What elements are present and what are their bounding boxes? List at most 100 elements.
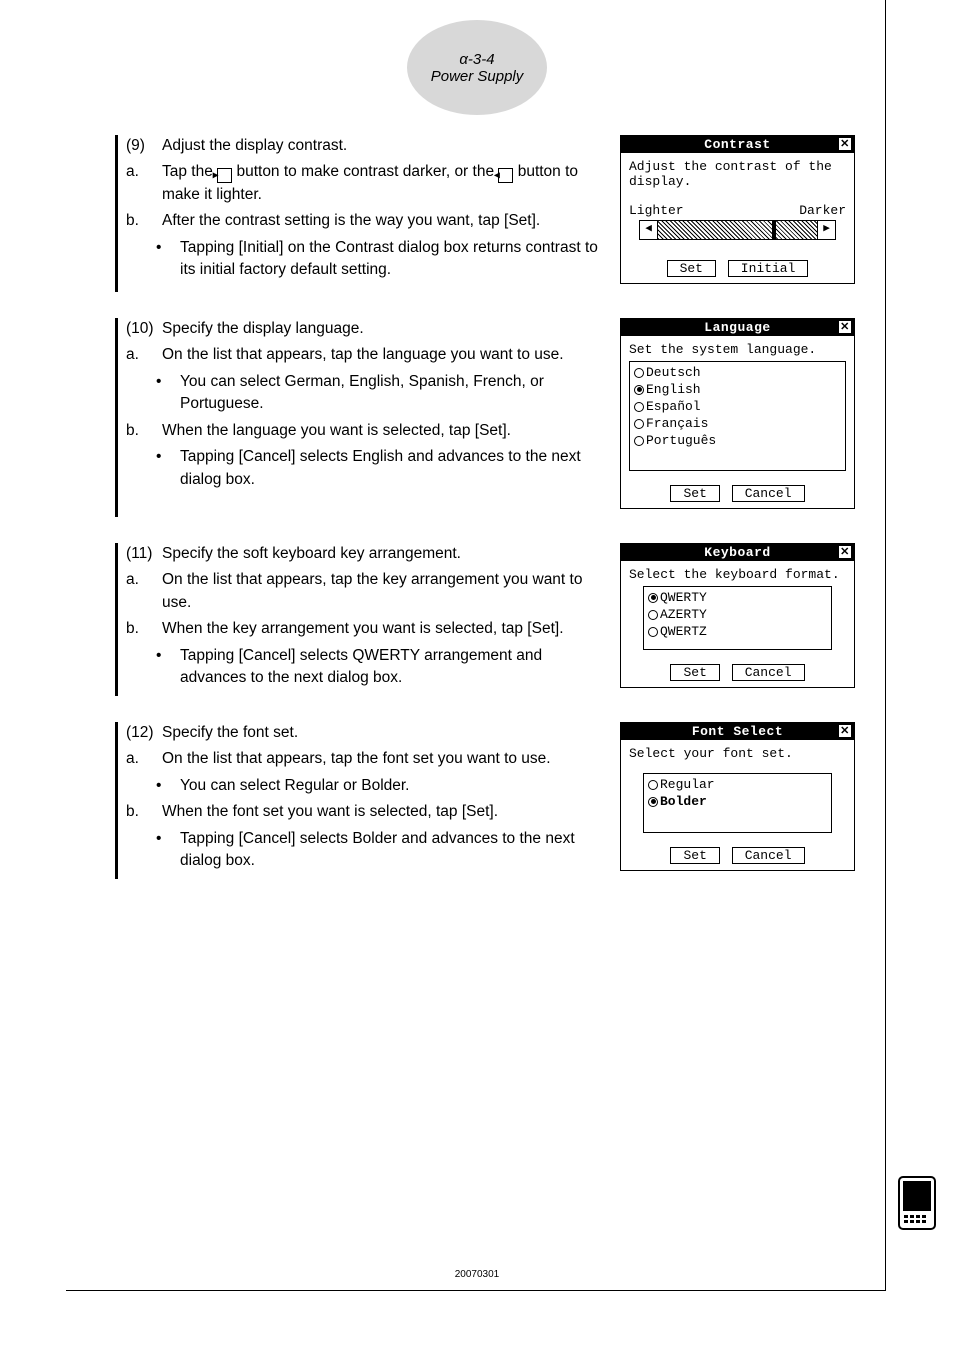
bullet: • (168, 828, 180, 850)
bullet-text: Tapping [Cancel] selects Bolder and adva… (180, 830, 575, 869)
left-arrow-icon: ◀ (498, 168, 513, 183)
set-button[interactable]: Set (670, 847, 719, 864)
bullet-text: Tapping [Cancel] selects QWERTY arrangem… (180, 647, 542, 686)
set-button[interactable]: Set (670, 485, 719, 502)
item-text: When the key arrangement you want is sel… (162, 620, 564, 637)
item-letter: b. (144, 210, 162, 232)
radio-icon (634, 419, 644, 429)
set-button[interactable]: Set (667, 260, 716, 277)
radio-icon (648, 797, 658, 807)
dialog-title: Font Select ✕ (621, 723, 854, 740)
option-francais[interactable]: Français (634, 415, 841, 432)
page: α-3-4 Power Supply (9)Adjust the display… (0, 0, 954, 1350)
bullet-text: You can select German, English, Spanish,… (180, 373, 544, 412)
section-9: (9)Adjust the display contrast. a.Tap th… (115, 135, 855, 292)
section-bar (115, 722, 118, 879)
darker-button[interactable]: ▶ (817, 221, 835, 239)
right-arrow-icon: ▶ (217, 168, 232, 183)
text-col-11: (11)Specify the soft keyboard key arrang… (126, 543, 602, 696)
page-border-bottom (66, 1290, 886, 1291)
step-num: (12) (126, 722, 162, 744)
bullet: • (168, 237, 180, 259)
option-deutsch[interactable]: Deutsch (634, 364, 841, 381)
step-num: (11) (126, 543, 162, 565)
option-label: QWERTY (660, 590, 707, 605)
option-espanol[interactable]: Español (634, 398, 841, 415)
radio-icon (634, 402, 644, 412)
radio-icon (634, 436, 644, 446)
option-english[interactable]: English (634, 381, 841, 398)
page-border-right (885, 0, 886, 1290)
close-icon[interactable]: ✕ (838, 137, 852, 151)
initial-button[interactable]: Initial (728, 260, 809, 277)
radio-icon (648, 780, 658, 790)
item-text: Tap the (162, 163, 217, 180)
item-letter: a. (144, 344, 162, 366)
option-regular[interactable]: Regular (648, 776, 827, 793)
close-icon[interactable]: ✕ (838, 545, 852, 559)
option-label: QWERTZ (660, 624, 707, 639)
dialog-message: Select the keyboard format. (629, 567, 846, 582)
item-text: On the list that appears, tap the key ar… (162, 571, 582, 610)
option-azerty[interactable]: AZERTY (648, 606, 827, 623)
section-10: (10)Specify the display language. a.On t… (115, 318, 855, 517)
lighter-button[interactable]: ◀ (640, 221, 658, 239)
close-icon[interactable]: ✕ (838, 724, 852, 738)
option-qwertz[interactable]: QWERTZ (648, 623, 827, 640)
item-text: On the list that appears, tap the font s… (162, 750, 551, 767)
radio-icon (634, 385, 644, 395)
text-col-12: (12)Specify the font set. a.On the list … (126, 722, 602, 879)
dialog-message: Select your font set. (629, 746, 846, 761)
keyboard-dialog: Keyboard ✕ Select the keyboard format. Q… (620, 543, 855, 688)
dialog-title: Contrast ✕ (621, 136, 854, 153)
option-label: AZERTY (660, 607, 707, 622)
cancel-button[interactable]: Cancel (732, 847, 805, 864)
item-text: After the contrast setting is the way yo… (162, 212, 540, 229)
step-title: Specify the soft keyboard key arrangemen… (162, 545, 461, 562)
dialog-title: Keyboard ✕ (621, 544, 854, 561)
header-badge: α-3-4 Power Supply (407, 20, 547, 115)
item-letter: b. (144, 420, 162, 442)
option-label: Español (646, 399, 701, 414)
set-button[interactable]: Set (670, 664, 719, 681)
bullet: • (168, 775, 180, 797)
item-letter: b. (144, 801, 162, 823)
option-bolder[interactable]: Bolder (648, 793, 827, 810)
close-icon[interactable]: ✕ (838, 320, 852, 334)
bullet-text: Tapping [Initial] on the Contrast dialog… (180, 239, 598, 278)
radio-icon (648, 593, 658, 603)
item-letter: a. (144, 748, 162, 770)
cancel-button[interactable]: Cancel (732, 664, 805, 681)
language-listbox: Deutsch English Español Français Portugu… (629, 361, 846, 471)
bullet-text: You can select Regular or Bolder. (180, 777, 410, 794)
step-num: (10) (126, 318, 162, 340)
contrast-slider[interactable]: ◀ ▶ (639, 220, 836, 240)
language-dialog: Language ✕ Set the system language. Deut… (620, 318, 855, 509)
section-12: (12)Specify the font set. a.On the list … (115, 722, 855, 879)
section-bar (115, 543, 118, 696)
dialog-title-text: Language (704, 320, 770, 335)
bullet: • (168, 371, 180, 393)
item-letter: a. (144, 161, 162, 183)
step-title: Specify the font set. (162, 724, 298, 741)
step-title: Adjust the display contrast. (162, 137, 347, 154)
text-col-10: (10)Specify the display language. a.On t… (126, 318, 602, 517)
option-portugues[interactable]: Português (634, 432, 841, 449)
lighter-label: Lighter (629, 203, 684, 218)
dialog-body: Adjust the contrast of the display. Ligh… (621, 153, 854, 256)
item-letter: b. (144, 618, 162, 640)
dialog-title-text: Font Select (692, 724, 783, 739)
option-label: English (646, 382, 701, 397)
option-label: Regular (660, 777, 715, 792)
step-title: Specify the display language. (162, 320, 364, 337)
option-qwerty[interactable]: QWERTY (648, 589, 827, 606)
radio-icon (634, 368, 644, 378)
slider-track[interactable] (658, 221, 817, 239)
cancel-button[interactable]: Cancel (732, 485, 805, 502)
keyboard-listbox: QWERTY AZERTY QWERTZ (643, 586, 832, 650)
font-listbox: Regular Bolder (643, 773, 832, 833)
radio-icon (648, 627, 658, 637)
dialog-title-text: Contrast (704, 137, 770, 152)
item-letter: a. (144, 569, 162, 591)
header-title: Power Supply (431, 68, 524, 85)
